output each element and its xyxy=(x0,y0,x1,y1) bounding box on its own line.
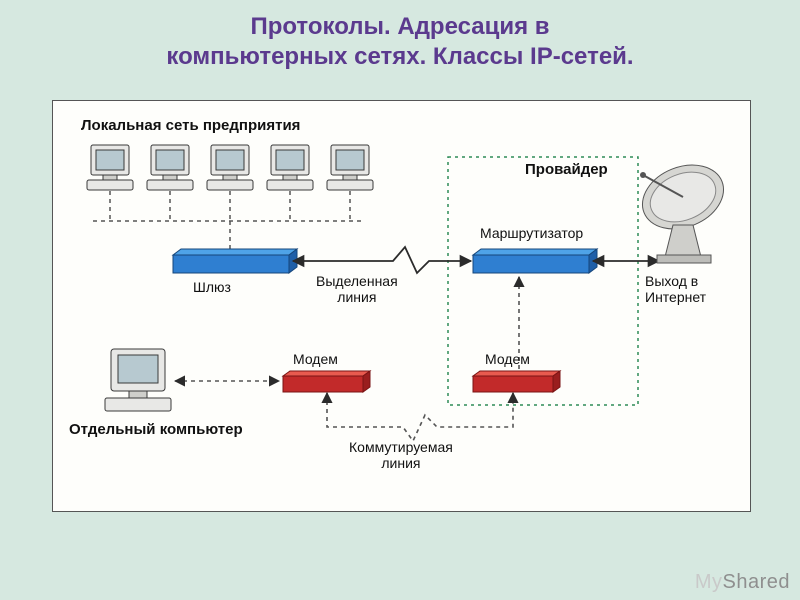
pc-icon xyxy=(207,145,253,190)
lan-bus xyxy=(93,191,363,249)
switched-line-label: Коммутируемая линия xyxy=(349,439,453,471)
provider-frame xyxy=(448,157,638,405)
leased-line-label: Выделенная линия xyxy=(316,273,398,305)
title-line-2: компьютерных сетях. Классы IP-сетей. xyxy=(166,43,633,70)
pc-icon xyxy=(147,145,193,190)
switched-line-edge xyxy=(327,393,513,441)
title-line-1: Протоколы. Адресация в xyxy=(250,13,549,40)
page-title: Протоколы. Адресация в компьютерных сетя… xyxy=(0,0,800,78)
gateway-label: Шлюз xyxy=(193,279,231,295)
lan-label: Локальная сеть предприятия xyxy=(81,117,300,134)
watermark-dark: Shared xyxy=(723,571,791,593)
router-label: Маршрутизатор xyxy=(480,225,583,241)
modem1-label: Модем xyxy=(293,351,338,367)
modem-icon xyxy=(283,371,370,392)
internet-exit-label: Выход в Интернет xyxy=(645,273,706,305)
diagram-panel: Локальная сеть предприятия Провайдер Мар… xyxy=(52,100,751,512)
gateway-icon xyxy=(173,249,297,273)
pc-icon xyxy=(87,145,133,190)
pc-icon xyxy=(267,145,313,190)
single-pc-label: Отдельный компьютер xyxy=(69,421,243,438)
modem-icon xyxy=(473,371,560,392)
modem2-label: Модем xyxy=(485,351,530,367)
satellite-dish-icon xyxy=(633,153,733,263)
watermark: MyShared xyxy=(695,571,790,594)
provider-label: Провайдер xyxy=(525,161,608,178)
leased-line-edge xyxy=(293,247,471,273)
watermark-light: My xyxy=(695,571,723,593)
pc-icon xyxy=(327,145,373,190)
single-pc-icon xyxy=(105,349,171,411)
router-icon xyxy=(473,249,597,273)
